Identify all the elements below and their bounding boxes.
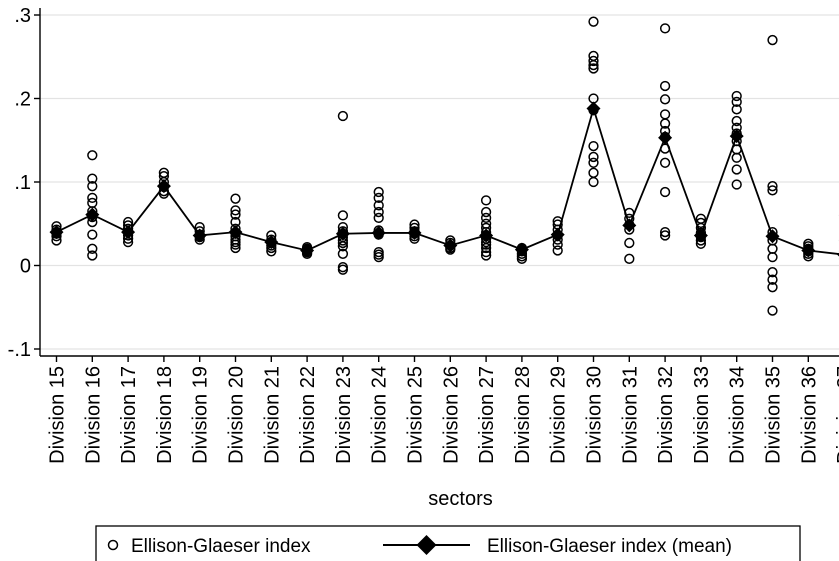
y-tick-label: .3 [14, 5, 31, 27]
x-tick-label: Division 29 [548, 366, 570, 464]
y-axis-ticks: -.1 0 .1 .2 .3 [8, 5, 40, 361]
x-tick-label: Division 17 [118, 366, 140, 464]
y-tick-label: 0 [20, 256, 31, 278]
x-tick-label: Division 19 [190, 366, 212, 464]
x-tick-label: Division 23 [333, 366, 355, 464]
x-tick-label: Division 16 [82, 366, 104, 464]
x-tick-label: Division 34 [727, 366, 749, 464]
x-tick-label: Division 21 [261, 366, 283, 464]
x-tick-label: Division 18 [154, 366, 176, 464]
x-tick-label: Division 35 [763, 366, 785, 464]
x-tick-label: Division 33 [691, 366, 713, 464]
x-tick-label: Division 32 [655, 366, 677, 464]
legend-label-mean: Ellison-Glaeser index (mean) [487, 536, 732, 557]
x-tick-label: Division 27 [476, 366, 498, 464]
x-axis-ticks: Division 15 Division 16 Division 17 Divisio… [47, 356, 839, 464]
x-tick-label: Division 24 [369, 366, 391, 464]
legend: Ellison-Glaeser index Ellison-Glaeser in… [96, 526, 800, 561]
x-axis-title: sectors [428, 488, 492, 510]
x-tick-label: Division 22 [297, 366, 319, 464]
y-tick-label: -.1 [8, 339, 31, 361]
x-tick-label: Division 30 [584, 366, 606, 464]
x-tick-label: Division 37 [834, 366, 839, 464]
x-tick-label: Division 25 [405, 366, 427, 464]
legend-label-index: Ellison-Glaeser index [131, 536, 311, 557]
x-tick-label: Division 26 [440, 366, 462, 464]
x-tick-label: Division 28 [512, 366, 534, 464]
x-tick-label: Division 36 [798, 366, 820, 464]
y-tick-label: .2 [14, 89, 31, 111]
x-tick-label: Division 15 [47, 366, 69, 464]
y-tick-label: .1 [14, 172, 31, 194]
x-tick-label: Division 20 [226, 366, 248, 464]
x-tick-label: Division 31 [619, 366, 641, 464]
